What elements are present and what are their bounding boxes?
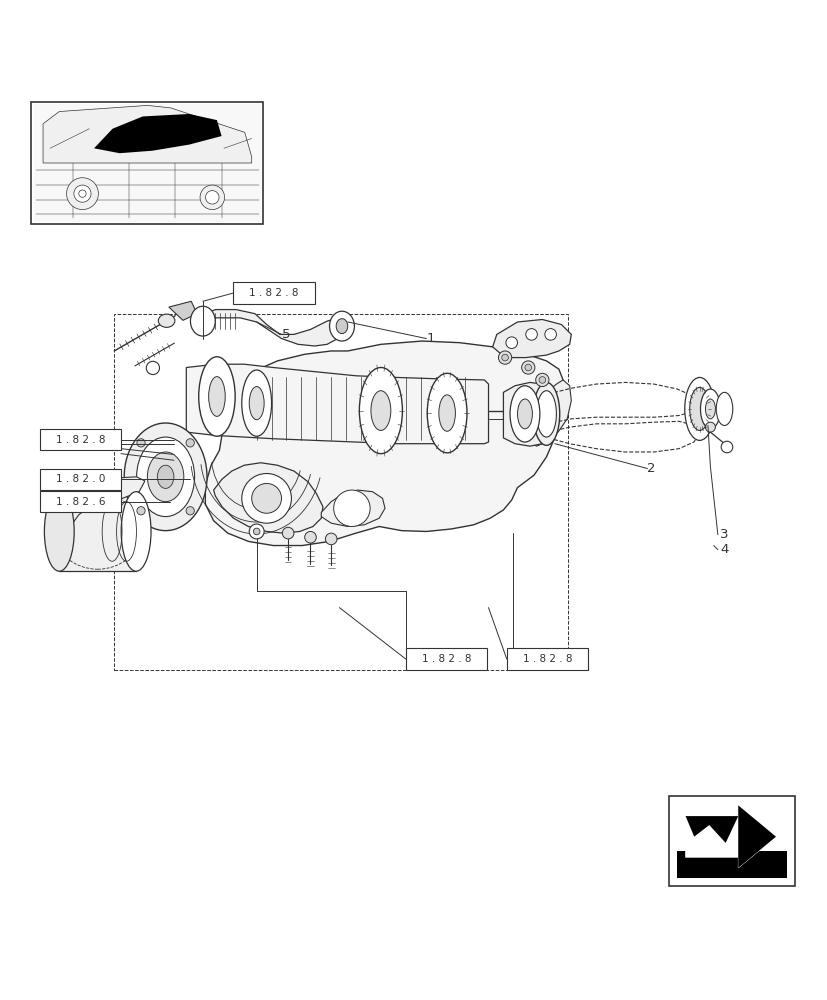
Polygon shape: [43, 105, 251, 163]
Bar: [668, 796, 794, 886]
Bar: [31, 102, 263, 224]
Polygon shape: [198, 310, 343, 346]
Ellipse shape: [198, 357, 235, 436]
Bar: [34, 104, 261, 222]
Polygon shape: [169, 301, 197, 320]
Text: 1 . 8 2 . 6: 1 . 8 2 . 6: [55, 497, 105, 507]
Text: 1 . 8 2 . 8: 1 . 8 2 . 8: [421, 654, 471, 664]
Ellipse shape: [251, 483, 281, 513]
Circle shape: [205, 191, 219, 204]
Circle shape: [136, 507, 145, 515]
Ellipse shape: [249, 387, 264, 420]
Text: 2: 2: [647, 462, 655, 475]
Ellipse shape: [509, 386, 539, 442]
Text: 1 . 8 2 . 8: 1 . 8 2 . 8: [522, 654, 571, 664]
Polygon shape: [205, 341, 562, 546]
Bar: [506, 648, 587, 670]
Circle shape: [538, 377, 545, 383]
Ellipse shape: [684, 377, 714, 440]
Bar: [60, 492, 136, 571]
Ellipse shape: [158, 314, 174, 327]
Circle shape: [505, 337, 517, 348]
Circle shape: [521, 361, 534, 374]
Circle shape: [535, 373, 548, 387]
Ellipse shape: [427, 373, 466, 453]
Bar: [676, 851, 786, 878]
Ellipse shape: [208, 377, 225, 416]
Circle shape: [74, 185, 91, 202]
Text: 4: 4: [719, 543, 728, 556]
Ellipse shape: [241, 370, 271, 436]
Ellipse shape: [689, 387, 709, 430]
Ellipse shape: [329, 311, 354, 341]
Circle shape: [79, 190, 86, 197]
Ellipse shape: [336, 319, 347, 334]
Ellipse shape: [715, 392, 732, 425]
Circle shape: [146, 361, 160, 375]
Bar: [40, 469, 121, 490]
Ellipse shape: [533, 382, 559, 445]
Bar: [405, 648, 486, 670]
Ellipse shape: [136, 437, 194, 517]
Ellipse shape: [370, 391, 390, 430]
Circle shape: [501, 354, 508, 361]
Circle shape: [325, 533, 337, 545]
Ellipse shape: [536, 391, 556, 437]
Ellipse shape: [705, 399, 715, 419]
Ellipse shape: [157, 465, 174, 488]
Ellipse shape: [121, 492, 151, 571]
Circle shape: [200, 185, 224, 210]
Circle shape: [705, 422, 715, 432]
Polygon shape: [685, 816, 738, 843]
Polygon shape: [213, 463, 323, 533]
Ellipse shape: [147, 452, 184, 502]
Polygon shape: [60, 477, 145, 533]
Ellipse shape: [700, 389, 719, 429]
Polygon shape: [492, 319, 571, 358]
Circle shape: [524, 364, 531, 371]
Ellipse shape: [241, 474, 291, 523]
Ellipse shape: [190, 306, 215, 336]
Bar: [114, 314, 567, 670]
Circle shape: [525, 329, 537, 340]
Ellipse shape: [45, 492, 74, 571]
Circle shape: [249, 524, 264, 539]
Polygon shape: [685, 805, 775, 868]
Ellipse shape: [333, 490, 370, 526]
Polygon shape: [186, 364, 488, 444]
Polygon shape: [321, 490, 385, 526]
Ellipse shape: [124, 423, 207, 531]
Circle shape: [304, 531, 316, 543]
Circle shape: [498, 351, 511, 364]
Text: 3: 3: [719, 528, 728, 541]
Circle shape: [66, 178, 98, 210]
Bar: [40, 429, 121, 450]
Circle shape: [186, 507, 194, 515]
Polygon shape: [503, 382, 546, 446]
Polygon shape: [94, 114, 222, 153]
Circle shape: [253, 528, 260, 535]
Ellipse shape: [359, 368, 402, 454]
Ellipse shape: [517, 399, 532, 429]
Text: 1: 1: [426, 332, 434, 345]
Bar: [40, 491, 121, 512]
Bar: [233, 282, 314, 304]
Text: 5: 5: [281, 328, 289, 341]
Text: 1 . 8 2 . 8: 1 . 8 2 . 8: [55, 435, 105, 445]
Polygon shape: [529, 380, 571, 446]
Circle shape: [720, 441, 732, 453]
Circle shape: [186, 439, 194, 447]
Polygon shape: [738, 805, 775, 868]
Text: 1 . 8 2 . 0: 1 . 8 2 . 0: [55, 474, 105, 484]
Circle shape: [282, 527, 294, 539]
Circle shape: [136, 439, 145, 447]
Circle shape: [544, 329, 556, 340]
Text: 1 . 8 2 . 8: 1 . 8 2 . 8: [249, 288, 299, 298]
Ellipse shape: [438, 395, 455, 431]
